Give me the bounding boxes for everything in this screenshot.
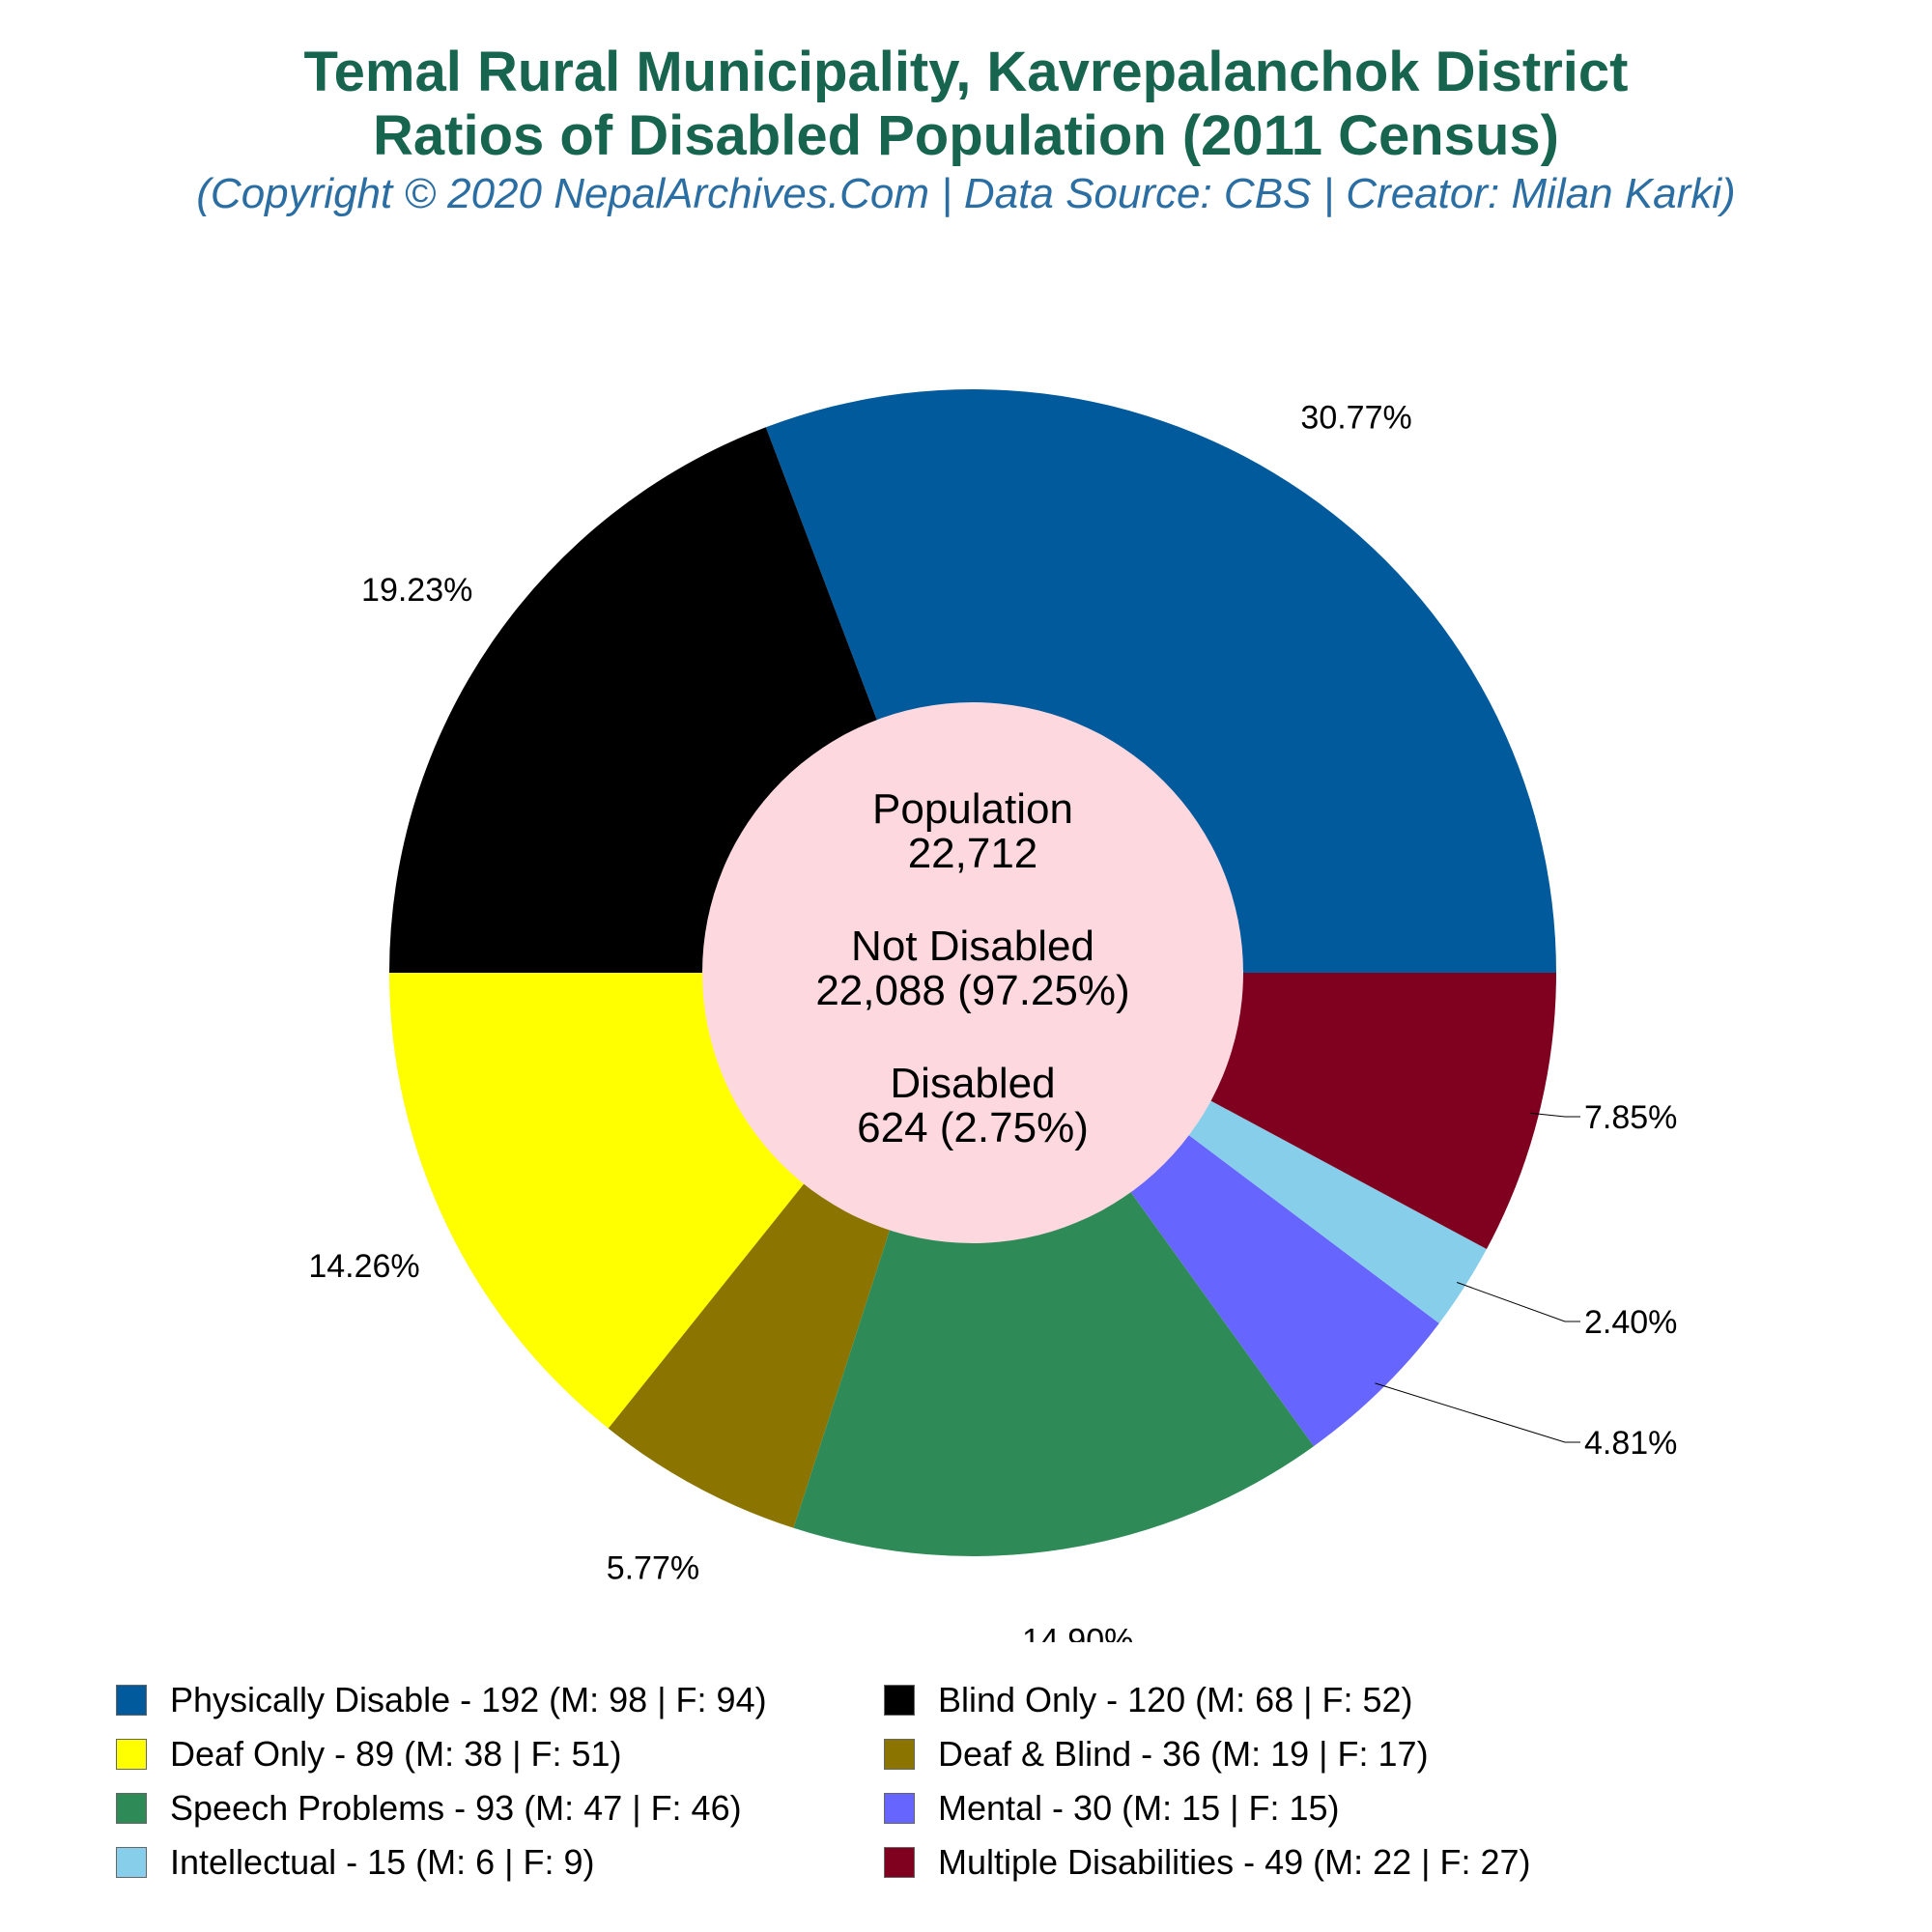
center-circle [702,702,1243,1243]
legend-item-deaf-only: Deaf Only - 89 (M: 38 | F: 51) [116,1730,622,1778]
legend-item-deaf-blind: Deaf & Blind - 36 (M: 19 | F: 17) [884,1730,1429,1778]
legend-label: Deaf Only - 89 (M: 38 | F: 51) [170,1734,622,1774]
legend-swatch [884,1739,915,1770]
legend-swatch [884,1847,915,1878]
center-not-disabled-label: Not Disabled [851,923,1094,970]
percent-label-multiple-disabilities: 7.85% [1584,1099,1677,1136]
legend-label: Multiple Disabilities - 49 (M: 22 | F: 2… [938,1842,1531,1882]
percent-label-mental: 4.81% [1584,1425,1677,1462]
legend-swatch [116,1793,147,1824]
legend-label: Deaf & Blind - 36 (M: 19 | F: 17) [938,1734,1429,1774]
legend-label: Blind Only - 120 (M: 68 | F: 52) [938,1680,1413,1719]
center-disabled-label: Disabled [890,1060,1055,1107]
chart-subtitle: (Copyright © 2020 NepalArchives.Com | Da… [196,170,1736,217]
legend-item-speech-problems: Speech Problems - 93 (M: 47 | F: 46) [116,1784,742,1833]
chart-title-line1: Temal Rural Municipality, Kavrepalanchok… [303,41,1629,103]
legend-swatch [884,1793,915,1824]
center-summary: Population 22,712 Not Disabled 22,088 (9… [815,785,1129,1151]
chart-title-line2: Ratios of Disabled Population (2011 Cens… [373,104,1559,167]
percent-label-physically-disable: 30.77% [1300,400,1411,437]
legend-label: Intellectual - 15 (M: 6 | F: 9) [170,1842,595,1882]
legend-item-multiple-disabilities: Multiple Disabilities - 49 (M: 22 | F: 2… [884,1838,1531,1887]
legend-item-blind-only: Blind Only - 120 (M: 68 | F: 52) [884,1676,1413,1724]
legend-item-mental: Mental - 30 (M: 15 | F: 15) [884,1784,1340,1833]
legend-label: Physically Disable - 192 (M: 98 | F: 94) [170,1680,767,1719]
legend-item-intellectual: Intellectual - 15 (M: 6 | F: 9) [116,1838,595,1887]
legend-swatch [116,1685,147,1716]
legend-swatch [884,1685,915,1716]
leader-line-mental [1375,1382,1580,1443]
percent-label-deaf-blind: 5.77% [607,1550,699,1587]
percent-label-speech-problems: 14.90% [1022,1623,1133,1643]
legend-label: Mental - 30 (M: 15 | F: 15) [938,1788,1340,1828]
percent-label-intellectual: 2.40% [1584,1304,1677,1341]
legend-swatch [116,1739,147,1770]
legend-item-physically-disable: Physically Disable - 192 (M: 98 | F: 94) [116,1676,767,1724]
leader-line-multiple-disabilities [1529,1112,1580,1118]
percent-label-deaf-only: 14.26% [308,1248,419,1285]
leader-lines-group [1375,1112,1580,1443]
leader-line-intellectual [1457,1282,1580,1322]
center-population-value: 22,712 [908,830,1038,877]
donut-chart: 30.77% 19.23% 14.26% 5.77% 14.90% 4.81% 2.40% 7… [308,389,1677,1642]
legend-label: Speech Problems - 93 (M: 47 | F: 46) [170,1788,742,1828]
percent-labels-group: 30.77% 19.23% 14.26% 5.77% 14.90% 4.81% 2.40% 7… [308,400,1677,1642]
center-not-disabled-value: 22,088 (97.25%) [815,967,1129,1014]
slice-speech-problems [793,973,1315,1556]
center-population-label: Population [872,785,1073,833]
center-disabled-value: 624 (2.75%) [857,1104,1089,1151]
legend-swatch [116,1847,147,1878]
percent-label-blind-only: 19.23% [361,572,472,609]
